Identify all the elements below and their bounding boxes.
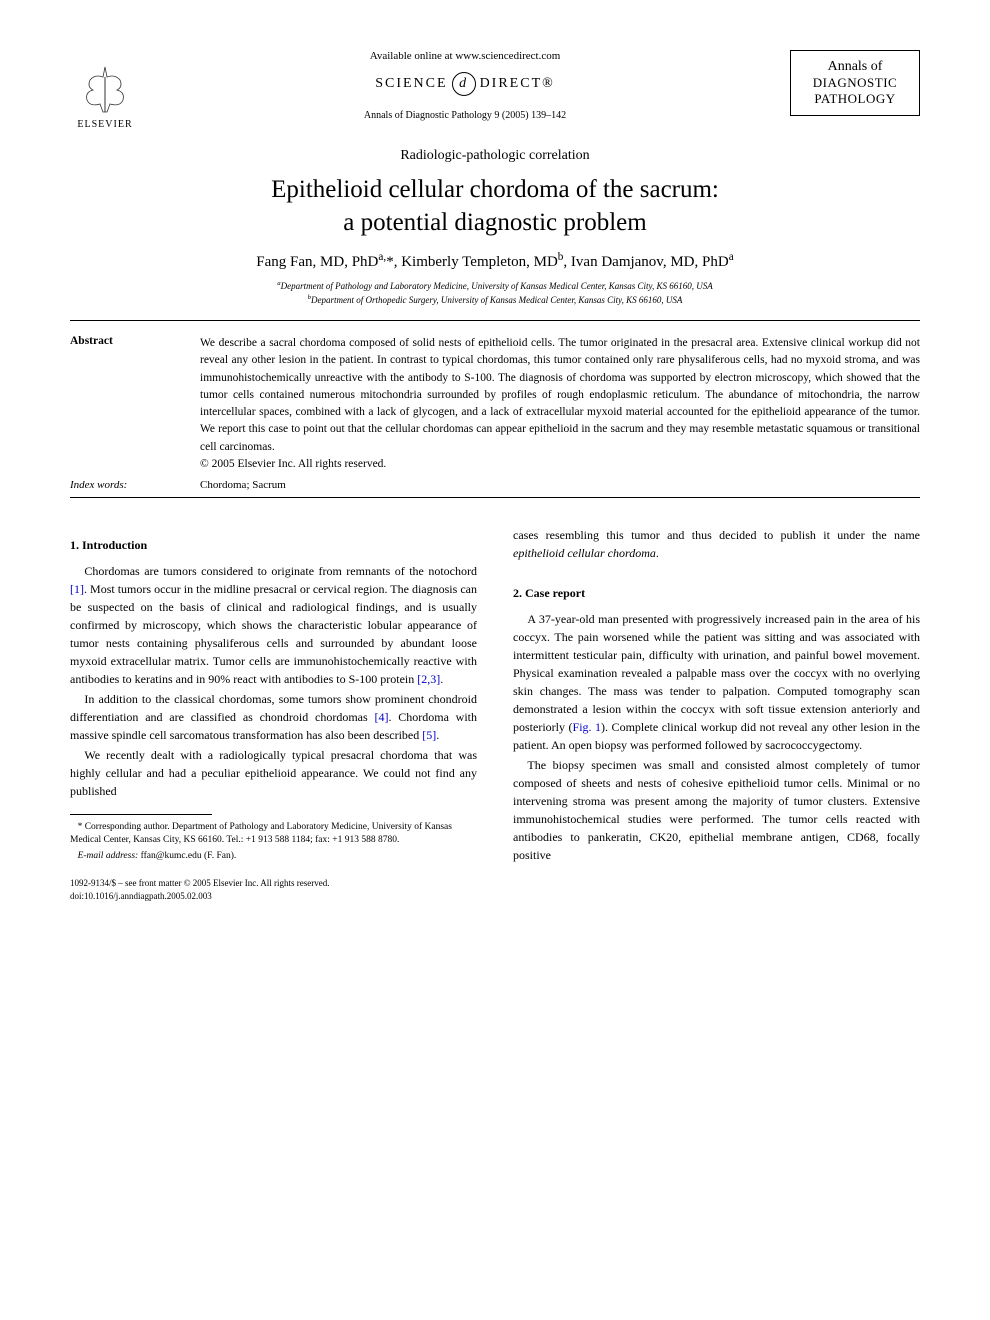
intro-p3: We recently dealt with a radiologically … [70,746,477,800]
ref-5[interactable]: [5] [422,728,436,742]
sciencedirect-logo: SCIENCE d DIRECT® [160,72,770,96]
ref-4[interactable]: [4] [374,710,388,724]
affiliation-b: bDepartment of Orthopedic Surgery, Unive… [70,293,920,307]
authors-line: Fang Fan, MD, PhDa,*, Kimberly Templeton… [70,251,920,271]
abstract-body: We describe a sacral chordoma composed o… [200,337,920,453]
index-label: Index words: [70,479,170,491]
title-line2: a potential diagnostic problem [343,209,646,236]
sd-right: DIRECT® [480,76,555,92]
elsevier-tree-icon [75,62,135,117]
case-p1: A 37-year-old man presented with progres… [513,610,920,754]
affiliations: aDepartment of Pathology and Laboratory … [70,279,920,306]
sd-d-icon: d [452,72,476,96]
section-head-case: 2. Case report [513,584,920,602]
publisher-name: ELSEVIER [77,119,132,130]
sd-left: SCIENCE [375,76,447,92]
journal-line3: PATHOLOGY [801,91,909,107]
rule-top [70,320,920,321]
corresponding-author: * Corresponding author. Department of Pa… [70,821,477,848]
publisher-logo: ELSEVIER [70,50,140,130]
article-type: Radiologic-pathologic correlation [70,148,920,164]
intro-p2: In addition to the classical chordomas, … [70,690,477,744]
ref-2-3[interactable]: [2,3] [417,672,440,686]
rule-bottom [70,497,920,498]
footnote-separator [70,814,212,815]
article-title: Epithelioid cellular chordoma of the sac… [70,174,920,239]
ref-1[interactable]: [1] [70,582,84,596]
email-label: E-mail address: [78,851,139,861]
journal-title-box: Annals of DIAGNOSTIC PATHOLOGY [790,50,920,116]
abstract-block: Abstract We describe a sacral chordoma c… [70,335,920,473]
header-row: ELSEVIER Available online at www.science… [70,50,920,130]
citation-line: Annals of Diagnostic Pathology 9 (2005) … [160,110,770,121]
doi-line1: 1092-9134/$ – see front matter © 2005 El… [70,877,477,890]
affiliation-a: aDepartment of Pathology and Laboratory … [70,279,920,293]
body-columns: 1. Introduction Chordomas are tumors con… [70,526,920,902]
case-p2: The biopsy specimen was small and consis… [513,756,920,864]
available-online-text: Available online at www.sciencedirect.co… [160,50,770,62]
journal-line2: DIAGNOSTIC [801,75,909,91]
journal-line1: Annals of [801,59,909,75]
intro-p3-cont: cases resembling this tumor and thus dec… [513,526,920,562]
email-line: E-mail address: ffan@kumc.edu (F. Fan). [70,850,477,863]
email-address: ffan@kumc.edu (F. Fan). [141,851,237,861]
footnotes: * Corresponding author. Department of Pa… [70,821,477,863]
index-row: Index words: Chordoma; Sacrum [70,479,920,491]
fig-1-ref[interactable]: Fig. 1 [573,720,602,734]
doi-block: 1092-9134/$ – see front matter © 2005 El… [70,877,477,902]
abstract-label: Abstract [70,335,170,473]
title-line1: Epithelioid cellular chordoma of the sac… [271,176,719,203]
section-head-intro: 1. Introduction [70,536,477,554]
intro-p1: Chordomas are tumors considered to origi… [70,562,477,688]
header-center: Available online at www.sciencedirect.co… [140,50,790,121]
abstract-copyright: © 2005 Elsevier Inc. All rights reserved… [200,458,386,470]
doi-line2: doi:10.1016/j.anndiagpath.2005.02.003 [70,890,477,903]
index-text: Chordoma; Sacrum [200,479,286,491]
abstract-text: We describe a sacral chordoma composed o… [200,335,920,473]
